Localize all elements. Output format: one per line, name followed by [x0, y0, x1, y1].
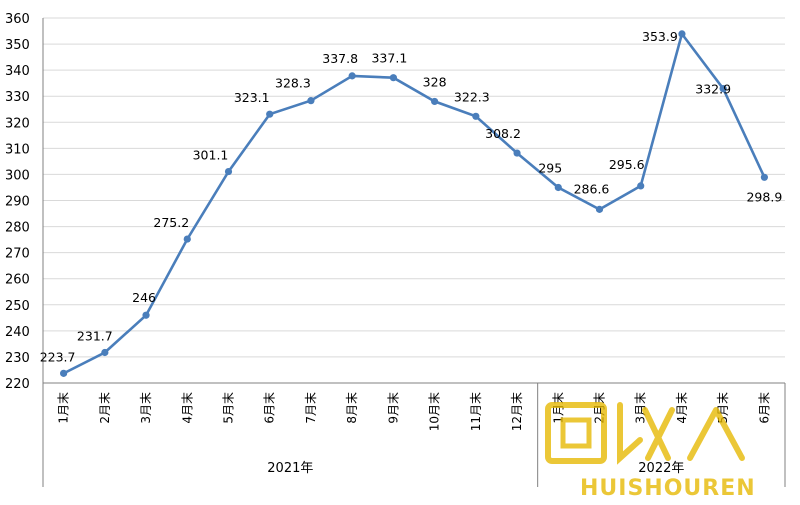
- data-point: [224, 167, 233, 176]
- y-tick-label: 230: [5, 351, 30, 366]
- data-point: [554, 183, 562, 192]
- series-line: [63, 30, 766, 375]
- x-tick-label: 10月末: [428, 392, 442, 431]
- x-tick-label: 7月末: [304, 392, 318, 424]
- y-tick-label: 340: [5, 64, 30, 79]
- data-label: 295.6: [609, 157, 645, 172]
- data-label: 328.3: [275, 76, 311, 91]
- watermark-text: HUISHOUREN: [580, 476, 756, 500]
- data-label: 353.9: [642, 29, 678, 44]
- data-point: [183, 235, 191, 243]
- y-tick-label: 310: [5, 142, 30, 157]
- y-tick-label: 260: [5, 273, 30, 288]
- data-point: [60, 369, 68, 377]
- x-tick-label: 6月末: [757, 392, 771, 424]
- data-label: 323.1: [234, 90, 270, 105]
- data-point: [719, 85, 727, 93]
- watermark-icon: [545, 402, 745, 465]
- x-tick-label: 12月末: [510, 392, 524, 431]
- data-label: 295: [538, 160, 562, 175]
- data-label: 308.2: [485, 126, 521, 141]
- x-tick-label: 5月末: [222, 392, 236, 424]
- x-group-label: 2021年: [267, 461, 313, 476]
- y-tick-label: 220: [5, 377, 30, 392]
- y-tick-label: 280: [5, 221, 30, 236]
- data-point: [678, 30, 686, 38]
- data-points: [60, 30, 768, 377]
- x-group-label: 2022年: [638, 461, 684, 476]
- y-tick-label: 320: [5, 116, 30, 131]
- data-point: [101, 348, 109, 357]
- watermark-logo: HUISHOUREN: [545, 402, 756, 501]
- gridlines: [43, 17, 785, 358]
- data-point: [431, 97, 439, 106]
- x-tick-label: 4月末: [180, 392, 194, 424]
- data-point: [307, 97, 315, 105]
- axes: [42, 18, 786, 487]
- data-label: 337.8: [322, 51, 358, 66]
- data-label: 328: [423, 74, 447, 89]
- x-tick-label: 2月末: [98, 392, 112, 424]
- x-tick-label: 6月末: [263, 392, 277, 424]
- data-label: 301.1: [193, 148, 229, 163]
- x-tick-label: 11月末: [469, 392, 483, 431]
- data-label: 286.6: [574, 181, 610, 196]
- data-point: [389, 74, 397, 82]
- y-tick-label: 250: [5, 299, 30, 314]
- y-tick-label: 300: [5, 168, 30, 183]
- data-point: [142, 311, 150, 319]
- data-label: 231.7: [77, 328, 113, 343]
- x-tick-label: 1月末: [57, 392, 71, 424]
- data-point: [513, 149, 521, 157]
- x-tick-label: 3月末: [634, 392, 648, 424]
- x-tick-label: 9月末: [386, 392, 400, 424]
- x-axis-groups: 2021年 2022年: [267, 383, 684, 487]
- data-point: [348, 72, 356, 80]
- data-label: 322.3: [454, 89, 490, 104]
- x-tick-label: 4月末: [675, 392, 689, 424]
- y-tick-label: 350: [5, 38, 30, 53]
- data-point: [472, 112, 480, 120]
- data-label: 332.9: [695, 82, 731, 97]
- y-axis-ticks: 220 230 240 250 260 270 280 290 300 310 320 330 340 3…: [5, 12, 30, 392]
- y-tick-label: 240: [5, 325, 30, 340]
- x-tick-label: 8月末: [345, 392, 359, 424]
- data-point: [266, 110, 274, 118]
- y-tick-label: 290: [5, 195, 30, 210]
- data-point: [760, 173, 768, 181]
- data-point: [637, 182, 645, 190]
- data-label: 337.1: [371, 51, 407, 66]
- data-label: 246: [132, 290, 156, 305]
- y-tick-label: 330: [5, 90, 30, 105]
- x-tick-label: 3月末: [139, 392, 153, 424]
- data-label: 298.9: [746, 189, 782, 204]
- data-label: 223.7: [40, 349, 76, 364]
- y-tick-label: 360: [5, 12, 30, 27]
- y-tick-label: 270: [5, 247, 30, 262]
- data-label: 275.2: [153, 215, 189, 230]
- data-point: [595, 205, 604, 213]
